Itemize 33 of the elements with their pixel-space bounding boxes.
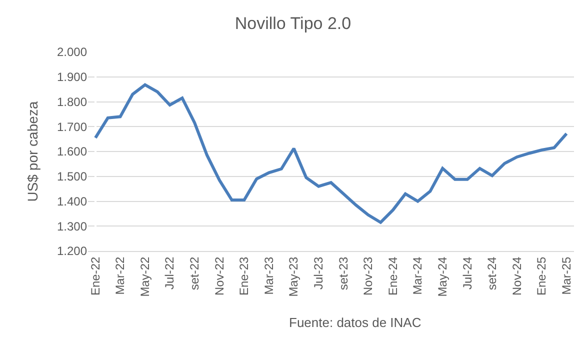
y-tick-label: 1.800 [56, 94, 88, 109]
x-tick-label: Nov-24 [510, 256, 524, 296]
x-tick-label: Mar-23 [262, 256, 276, 295]
x-tick-label: set-24 [485, 256, 500, 290]
x-tick-label: Jul-22 [162, 256, 177, 290]
y-tick-label: 1.500 [56, 170, 88, 184]
y-axis-title: US$ por cabeza [24, 101, 41, 202]
x-tick-label: set-23 [336, 256, 350, 290]
line-series [94, 83, 568, 224]
x-tick-label: set-22 [188, 256, 202, 290]
y-tick-label: 1.600 [56, 144, 88, 159]
x-tick-label: May-22 [138, 256, 152, 297]
x-tick-label: Ene-22 [88, 256, 102, 296]
y-tick-label: 1.700 [56, 120, 88, 134]
x-tick-label: Ene-25 [534, 256, 549, 296]
x-tick-label: Mar-22 [113, 256, 128, 295]
source-note: Fuente: datos de INAC [289, 315, 422, 330]
x-tick-label: Ene-24 [386, 256, 400, 296]
y-tick-label: 1.200 [56, 244, 88, 258]
x-tick-label: Nov-23 [361, 256, 376, 296]
x-tick-label: Nov-22 [212, 256, 226, 296]
y-tick-label: 1.300 [56, 219, 88, 234]
x-tick-label: May-23 [286, 256, 301, 297]
y-tick-label: 1.900 [56, 70, 88, 84]
chart-title: Novillo Tipo 2.0 [234, 14, 352, 34]
x-tick-label: Jul-23 [312, 256, 326, 290]
x-tick-label: Ene-23 [237, 256, 252, 296]
x-tick-label: Jul-24 [460, 256, 474, 290]
x-tick-label: Mar-25 [559, 256, 574, 295]
x-tick-label: Mar-24 [410, 256, 425, 295]
x-tick-label: May-24 [435, 256, 450, 297]
y-tick-label: 2.000 [56, 45, 88, 60]
y-tick-label: 1.400 [56, 194, 88, 208]
